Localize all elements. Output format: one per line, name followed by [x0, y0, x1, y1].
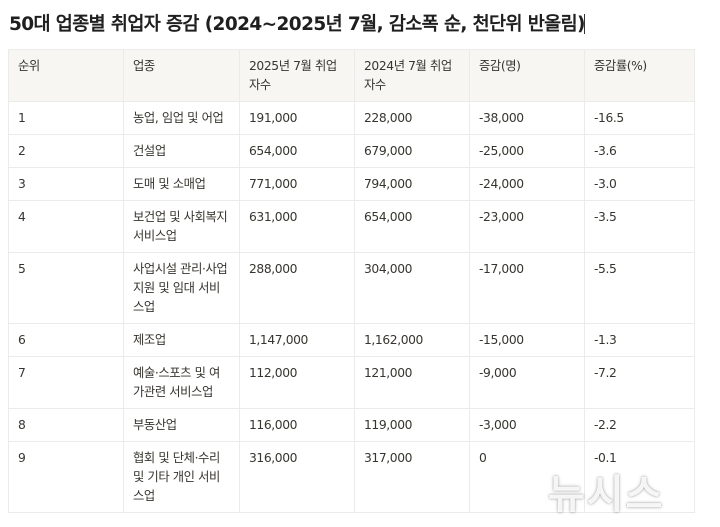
- table-row: 3 도매 및 소매업 771,000 794,000 -24,000 -3.0: [8, 167, 695, 201]
- table-row: 2 건설업 654,000 679,000 -25,000 -3.6: [8, 134, 695, 168]
- cell-2025: 771,000: [239, 167, 355, 201]
- cell-2024: 654,000: [354, 200, 470, 253]
- table-row: 8 부동산업 116,000 119,000 -3,000 -2.2: [8, 408, 695, 442]
- cell-industry: 농업, 임업 및 어업: [123, 101, 240, 135]
- cell-change: -3,000: [469, 408, 585, 442]
- cell-2025: 112,000: [239, 356, 355, 409]
- cell-rate: -5.5: [584, 252, 695, 324]
- employment-table: 순위 업종 2025년 7월 취업자수 2024년 7월 취업자수 증감(명) …: [8, 49, 695, 513]
- cell-change: 0: [469, 441, 585, 513]
- page-title: 50대 업종별 취업자 증감 (2024~2025년 7월, 감소폭 순, 천단…: [9, 10, 585, 36]
- cell-industry: 부동산업: [123, 408, 240, 442]
- cell-2024: 1,162,000: [354, 323, 470, 357]
- cell-rate: -0.1: [584, 441, 695, 513]
- cell-rank: 7: [8, 356, 124, 409]
- cell-industry: 협회 및 단체·수리 및 기타 개인 서비스업: [123, 441, 240, 513]
- cell-industry: 도매 및 소매업: [123, 167, 240, 201]
- cell-rank: 8: [8, 408, 124, 442]
- cell-rate: -2.2: [584, 408, 695, 442]
- cell-2024: 228,000: [354, 101, 470, 135]
- cell-rate: -16.5: [584, 101, 695, 135]
- cell-rank: 2: [8, 134, 124, 168]
- cell-rate: -3.6: [584, 134, 695, 168]
- table-row: 9 협회 및 단체·수리 및 기타 개인 서비스업 316,000 317,00…: [8, 441, 695, 513]
- cell-rank: 4: [8, 200, 124, 253]
- header-change: 증감(명): [469, 49, 585, 102]
- cell-2024: 794,000: [354, 167, 470, 201]
- cell-rate: -7.2: [584, 356, 695, 409]
- cell-rank: 9: [8, 441, 124, 513]
- cell-2024: 317,000: [354, 441, 470, 513]
- cell-rate: -3.5: [584, 200, 695, 253]
- header-rank: 순위: [8, 49, 124, 102]
- table-row: 7 예술·스포츠 및 여가관련 서비스업 112,000 121,000 -9,…: [8, 356, 695, 409]
- header-2025-employed: 2025년 7월 취업자수: [239, 49, 355, 102]
- table-row: 5 사업시설 관리·사업 지원 및 임대 서비스업 288,000 304,00…: [8, 252, 695, 324]
- cell-change: -23,000: [469, 200, 585, 253]
- header-industry: 업종: [123, 49, 240, 102]
- cell-2025: 191,000: [239, 101, 355, 135]
- cell-industry: 사업시설 관리·사업 지원 및 임대 서비스업: [123, 252, 240, 324]
- table-header-row: 순위 업종 2025년 7월 취업자수 2024년 7월 취업자수 증감(명) …: [8, 49, 695, 102]
- cell-2025: 631,000: [239, 200, 355, 253]
- cell-rank: 6: [8, 323, 124, 357]
- cell-2024: 304,000: [354, 252, 470, 324]
- text-cursor: [583, 14, 585, 34]
- cell-industry: 제조업: [123, 323, 240, 357]
- cell-change: -15,000: [469, 323, 585, 357]
- cell-change: -9,000: [469, 356, 585, 409]
- title-text: 50대 업종별 취업자 증감 (2024~2025년 7월, 감소폭 순, 천단…: [9, 14, 585, 35]
- table-row: 4 보건업 및 사회복지 서비스업 631,000 654,000 -23,00…: [8, 200, 695, 253]
- cell-2025: 654,000: [239, 134, 355, 168]
- cell-rate: -1.3: [584, 323, 695, 357]
- cell-rank: 3: [8, 167, 124, 201]
- cell-change: -38,000: [469, 101, 585, 135]
- cell-2025: 1,147,000: [239, 323, 355, 357]
- table-row: 1 농업, 임업 및 어업 191,000 228,000 -38,000 -1…: [8, 101, 695, 135]
- cell-2024: 121,000: [354, 356, 470, 409]
- cell-2025: 288,000: [239, 252, 355, 324]
- cell-industry: 건설업: [123, 134, 240, 168]
- table-row: 6 제조업 1,147,000 1,162,000 -15,000 -1.3: [8, 323, 695, 357]
- cell-rank: 1: [8, 101, 124, 135]
- cell-rank: 5: [8, 252, 124, 324]
- cell-rate: -3.0: [584, 167, 695, 201]
- cell-change: -24,000: [469, 167, 585, 201]
- cell-change: -25,000: [469, 134, 585, 168]
- cell-industry: 보건업 및 사회복지 서비스업: [123, 200, 240, 253]
- header-change-rate: 증감률(%): [584, 49, 695, 102]
- cell-change: -17,000: [469, 252, 585, 324]
- cell-2025: 116,000: [239, 408, 355, 442]
- cell-2024: 679,000: [354, 134, 470, 168]
- cell-2025: 316,000: [239, 441, 355, 513]
- cell-industry: 예술·스포츠 및 여가관련 서비스업: [123, 356, 240, 409]
- header-2024-employed: 2024년 7월 취업자수: [354, 49, 470, 102]
- cell-2024: 119,000: [354, 408, 470, 442]
